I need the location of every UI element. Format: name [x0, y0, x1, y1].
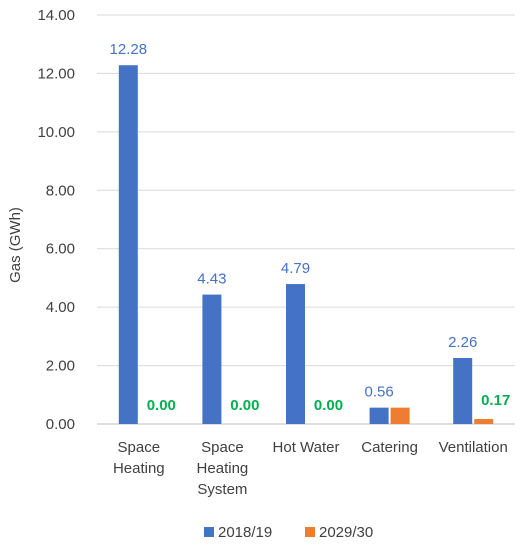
- data-label: 0.00: [314, 397, 343, 414]
- x-category-label: Hot Water: [273, 439, 340, 456]
- x-axis-labels: Space Heating Space Heating System Hot Water C…: [113, 439, 508, 498]
- y-tick-label: 2.00: [46, 358, 75, 375]
- y-axis-ticks: 0.00 2.00 4.00 6.00 8.00 10.00 12.00 14.00: [37, 7, 75, 433]
- x-category-label: Space Heating: [113, 439, 165, 477]
- data-labels: 12.28 4.43 4.79 0.56 2.26 0.00 0.00 0.00 0.17: [110, 41, 511, 414]
- x-category-label: Space Heating System: [197, 439, 249, 498]
- legend-label-2029-30: 2029/30: [319, 524, 373, 541]
- data-label: 0.00: [147, 397, 176, 414]
- y-tick-label: 10.00: [37, 124, 75, 141]
- bars: [118, 65, 494, 425]
- data-label: 4.43: [197, 271, 226, 288]
- legend-swatch-2029-30: [305, 527, 315, 537]
- x-category-label: Ventilation: [439, 439, 508, 456]
- y-tick-label: 8.00: [46, 182, 75, 199]
- data-label: 2.26: [448, 334, 477, 351]
- bar-2018-19: [118, 65, 138, 425]
- legend: 2018/19 2029/30: [204, 524, 373, 541]
- legend-swatch-2018-19: [204, 527, 214, 537]
- y-axis-title: Gas (GWh): [7, 207, 24, 283]
- x-category-label: Catering: [361, 439, 418, 456]
- data-label: 0.17: [481, 392, 510, 409]
- bar-2029-30: [474, 419, 494, 424]
- bar-2018-19: [453, 357, 473, 424]
- data-label: 4.79: [281, 260, 310, 277]
- y-tick-label: 0.00: [46, 416, 75, 433]
- y-tick-label: 14.00: [37, 7, 75, 24]
- bar-2018-19: [369, 407, 389, 424]
- data-label: 0.56: [364, 384, 393, 401]
- bar-2018-19: [286, 284, 305, 424]
- y-tick-label: 4.00: [46, 299, 75, 316]
- data-label: 12.28: [110, 41, 148, 58]
- bar-2029-30: [390, 407, 410, 424]
- legend-label-2018-19: 2018/19: [218, 524, 272, 541]
- data-label: 0.00: [230, 397, 259, 414]
- y-tick-label: 6.00: [46, 241, 75, 258]
- gridlines: [97, 14, 515, 425]
- bar-2018-19: [202, 294, 222, 424]
- y-tick-label: 12.00: [37, 65, 75, 82]
